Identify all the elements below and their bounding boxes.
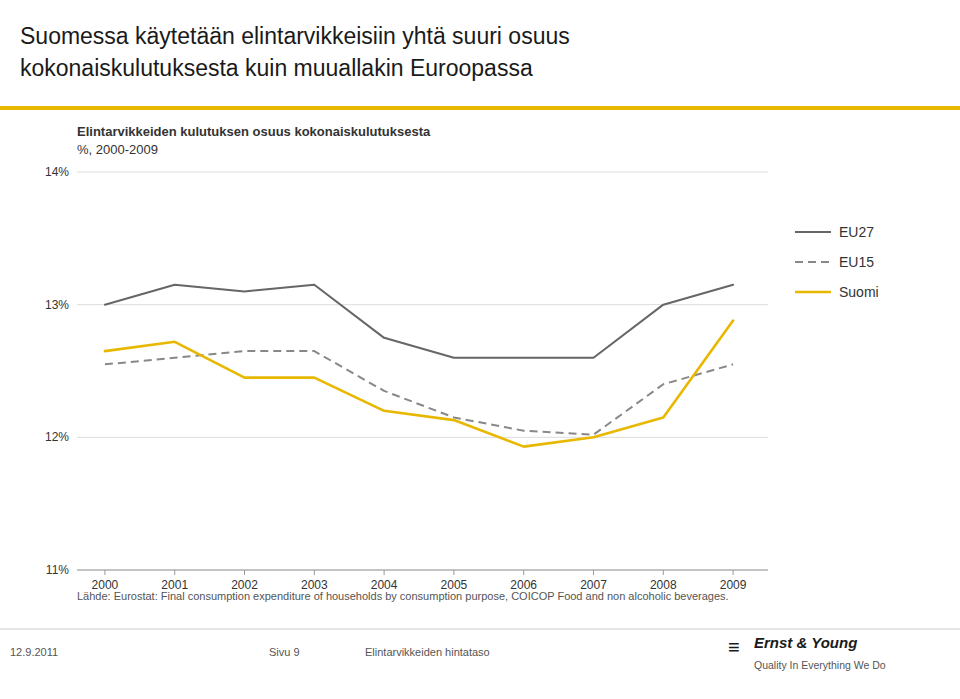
x-tick (314, 570, 315, 575)
y-axis: 11% 12% 13% 14% (45, 165, 768, 577)
footer-date: 12.9.2011 (10, 646, 58, 658)
legend-label: Suomi (839, 284, 879, 300)
x-axis-line (77, 570, 768, 571)
title: kokonaiskulutuksesta kuin muuallakin Eur… (20, 55, 533, 81)
lines (105, 285, 733, 447)
subtitle: Elintarvikkeiden kulutuksen osuus kokona… (77, 124, 431, 139)
series-line (105, 285, 733, 358)
x-tick (663, 570, 664, 575)
legend: EU27 EU15 Suomi (795, 224, 879, 300)
x-tick (104, 570, 105, 575)
footer-page: Sivu 9 (269, 646, 300, 658)
x-tick (733, 570, 734, 575)
legend-label: EU15 (839, 254, 874, 270)
y-tick-label: 14% (45, 165, 69, 179)
x-tick (453, 570, 454, 575)
source: Lähde: Eurostat: Final consumption expen… (77, 590, 729, 602)
chart: Suomessa käytetään elintarvikkeisiin yht… (0, 0, 960, 699)
grid-line (77, 437, 768, 438)
legend-swatch (795, 291, 831, 294)
legend-swatch (795, 231, 831, 233)
footer-topic: Elintarvikkeiden hintataso (365, 646, 490, 658)
y-tick-label: 12% (45, 430, 69, 444)
logo-mark: ≡ (728, 636, 740, 658)
footer-separator (0, 629, 960, 630)
title: Suomessa käytetään elintarvikkeisiin yht… (20, 23, 570, 49)
x-tick (174, 570, 175, 575)
y-tick-label: 11% (46, 563, 69, 577)
grid-line (77, 172, 768, 173)
x-tick (244, 570, 245, 575)
x-axis: 2000200120022003200420052006200720082009 (77, 570, 768, 592)
legend-label: EU27 (839, 224, 874, 240)
logo-tagline: Quality In Everything We Do (754, 659, 886, 671)
x-tick (593, 570, 594, 575)
logo-name: Ernst & Young (754, 634, 857, 651)
x-tick (384, 570, 385, 575)
y-tick-label: 13% (45, 298, 69, 312)
grid-line (77, 570, 768, 571)
legend-swatch (795, 261, 831, 263)
title-separator (0, 106, 960, 110)
series-line (105, 351, 733, 435)
series-line (105, 321, 733, 447)
x-tick (523, 570, 524, 575)
subtitle: %, 2000-2009 (77, 142, 158, 157)
background (0, 0, 960, 699)
